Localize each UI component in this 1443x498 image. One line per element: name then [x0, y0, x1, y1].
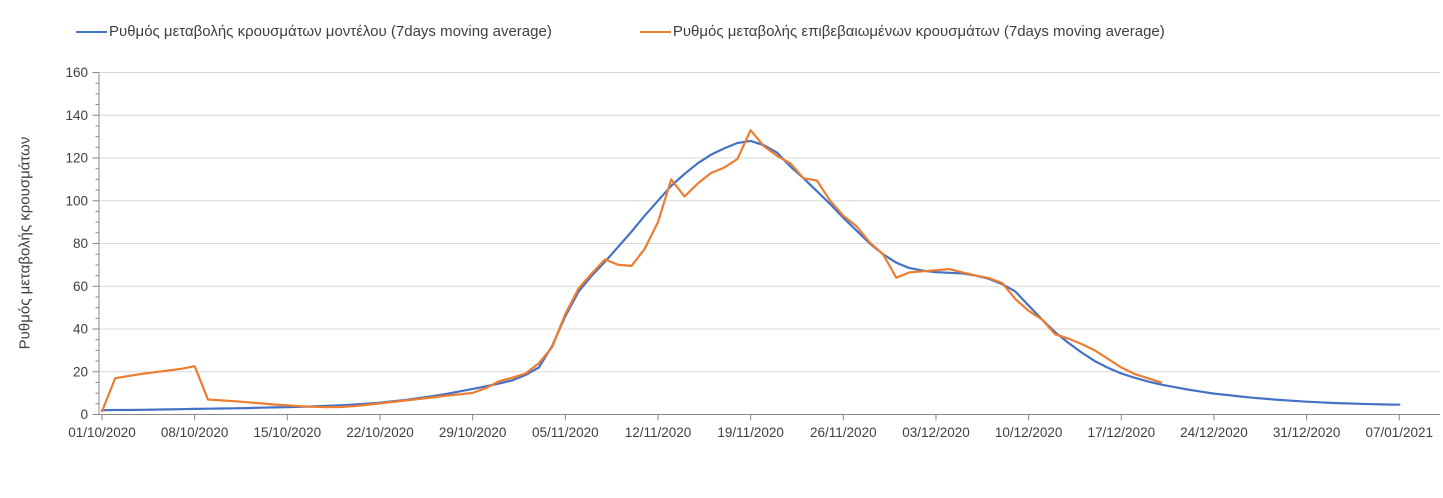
confirmed-series-line [100, 129, 1163, 413]
legend-line-swatch-confirmed [639, 30, 671, 34]
legend-label-model: Ρυθμός μεταβολής κρουσμάτων μοντέλου (7d… [109, 23, 552, 40]
model-series-line [100, 139, 1401, 412]
x-tick-label: 01/10/2020 [68, 425, 136, 440]
x-tick-label: 15/10/2020 [254, 425, 322, 440]
y-tick-label: 120 [65, 151, 88, 166]
x-tick-label: 17/12/2020 [1088, 425, 1156, 440]
x-tick-label: 26/11/2020 [810, 425, 877, 440]
y-tick-label: 60 [73, 279, 88, 294]
legend: Ρυθμός μεταβολής κρουσμάτων μοντέλου (7d… [76, 22, 1165, 42]
legend-line-swatch-model [76, 30, 107, 34]
legend-label-confirmed: Ρυθμός μεταβολής επιβεβαιωμένων κρουσμάτ… [672, 23, 1165, 40]
x-tick-label: 03/12/2020 [902, 425, 970, 440]
y-tick-label: 100 [65, 193, 88, 208]
y-tick-label: 140 [65, 108, 88, 123]
x-tick-label: 07/01/2021 [1366, 425, 1434, 440]
x-tick-label: 10/12/2020 [995, 425, 1063, 440]
x-tick-label: 29/10/2020 [439, 425, 507, 440]
x-tick-label: 31/12/2020 [1273, 425, 1341, 440]
y-tick-label: 160 [65, 65, 88, 80]
y-tick-label: 20 [73, 364, 88, 379]
y-tick-label: 0 [80, 407, 88, 422]
x-tick-label: 24/12/2020 [1180, 425, 1248, 440]
y-tick-label: 40 [73, 322, 88, 337]
legend-item-model: Ρυθμός μεταβολής κρουσμάτων μοντέλου (7d… [76, 22, 552, 42]
x-tick-label: 22/10/2020 [346, 425, 414, 440]
x-tick-label: 19/11/2020 [717, 425, 784, 440]
x-tick-label: 05/11/2020 [532, 425, 599, 440]
x-tick-label: 08/10/2020 [161, 425, 229, 440]
x-tick-label: 12/11/2020 [625, 425, 692, 440]
legend-item-confirmed: Ρυθμός μεταβολής επιβεβαιωμένων κρουσμάτ… [639, 22, 1165, 42]
y-tick-label: 80 [73, 236, 88, 251]
